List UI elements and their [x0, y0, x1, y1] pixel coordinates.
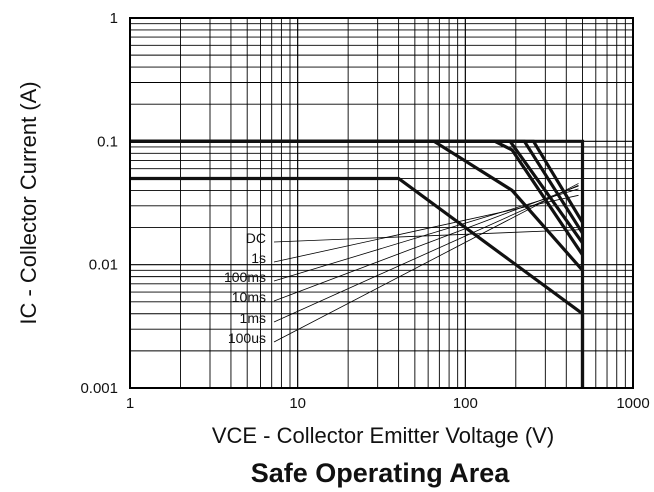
x-tick-label: 1: [126, 395, 134, 412]
chart-title: Safe Operating Area: [251, 458, 511, 488]
y-axis-label: IC - Collector Current (A): [16, 81, 41, 324]
curve-label-10ms: 10ms: [232, 289, 266, 305]
y-tick-labels: 0.001 0.01 0.1 1: [80, 10, 118, 397]
curve-limit: [130, 139, 585, 388]
curve-label-100us: 100us: [228, 330, 266, 346]
grid: [130, 18, 633, 388]
plot-frame: [129, 17, 634, 389]
y-tick-label: 0.01: [89, 257, 118, 274]
x-axis-label: VCE - Collector Emitter Voltage (V): [212, 423, 554, 448]
curve-label-100ms: 100ms: [224, 269, 266, 285]
label-leaders: [273, 183, 579, 343]
x-tick-label: 1000: [616, 395, 649, 412]
curves: [130, 139, 585, 388]
leader-line: [273, 229, 579, 243]
curve-label-1ms: 1ms: [240, 310, 266, 326]
curve-label-dc: DC: [246, 230, 266, 246]
leader-line: [273, 183, 579, 343]
y-tick-label: 0.001: [80, 380, 118, 397]
x-tick-label: 10: [289, 395, 306, 412]
x-tick-label: 100: [453, 395, 478, 412]
y-tick-label: 0.1: [97, 133, 118, 150]
x-tick-labels: 1 10 100 1000: [126, 395, 650, 412]
y-tick-label: 1: [110, 10, 118, 27]
leader-line: [273, 188, 579, 282]
curve-labels: DC 1s 100ms 10ms 1ms 100us: [224, 230, 266, 346]
curve-100ms: [130, 139, 584, 256]
curve-label-1s: 1s: [251, 250, 266, 266]
leader-line: [273, 185, 579, 302]
